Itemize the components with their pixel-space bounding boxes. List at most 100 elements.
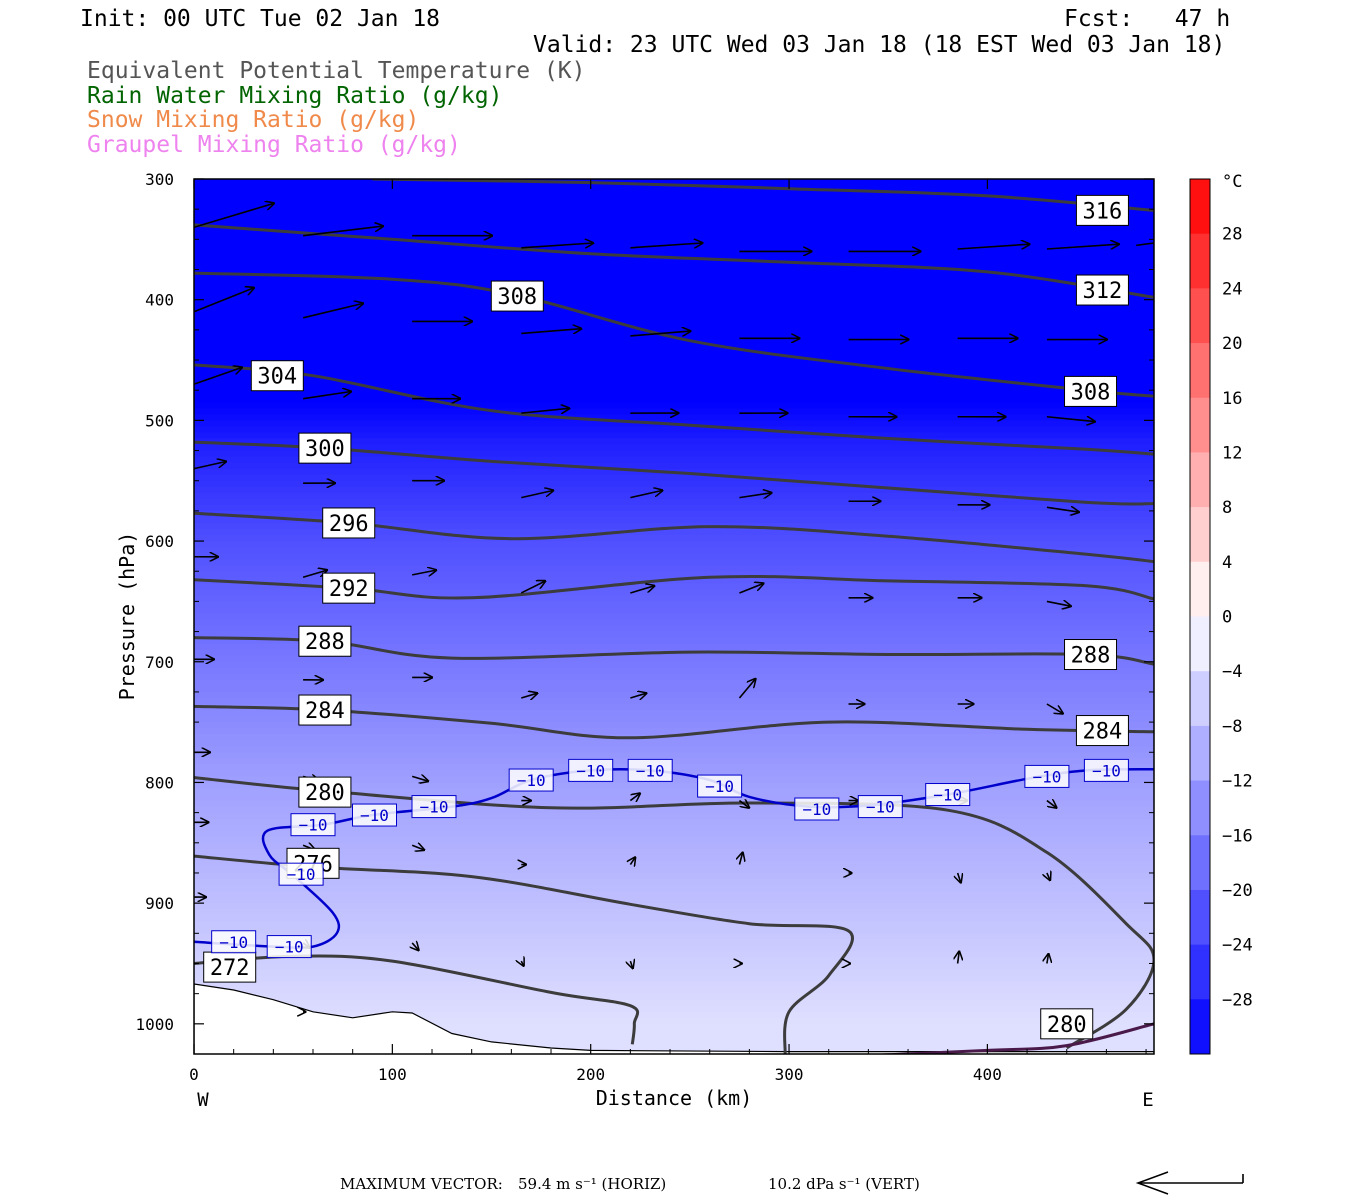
temp-band [194,872,1154,880]
temp-band [194,305,1154,313]
wind-vector [412,943,418,950]
theta-e-label: 284 [305,699,345,724]
wind-vector [630,490,662,499]
temp-band [194,951,1154,959]
colorbar-tick-label: −16 [1222,826,1253,846]
theta-e-label: 308 [1071,380,1111,405]
temp-band [194,939,1154,946]
theta-e-contour-280 [869,1022,1154,1054]
temp-band [194,782,1154,790]
wind-vector [630,693,646,698]
temp-band [194,347,1154,355]
wind-vector [302,303,363,319]
temp-band [194,1029,1154,1037]
temp-band [194,589,1154,596]
theta-e-label: 300 [305,437,345,462]
temperature-label-box [351,803,397,827]
temp-band [194,462,1154,470]
colorbar-swatch [1190,343,1210,399]
temp-band [194,848,1154,856]
wind-vector [412,570,436,575]
temp-band [194,341,1154,349]
temp-band [194,492,1154,500]
theta-e-contour-304 [194,363,1154,456]
temp-band [194,595,1154,603]
temperature-label: −10 [420,798,449,817]
temp-band [194,444,1154,452]
temperature-label: −10 [576,761,605,780]
colorbar-swatch [1190,288,1210,344]
colorbar-swatch [1190,452,1210,508]
wind-vector [521,490,553,499]
temp-band [194,613,1154,621]
colorbar-tick-label: 0 [1222,608,1232,628]
temp-band [194,854,1154,862]
temp-band [194,830,1154,838]
field-label-rain: Rain Water Mixing Ratio (g/kg) [87,83,503,109]
temp-band [194,311,1154,319]
colorbar-tick-label: −20 [1222,881,1253,901]
wind-vector [520,581,545,594]
temp-band [194,860,1154,868]
temp-band [194,1017,1154,1025]
temp-band [194,879,1154,886]
colorbar-tick-label: −12 [1222,772,1253,792]
temp-band [194,245,1154,253]
x-tick-label: 100 [378,1065,407,1084]
colorbar-tick-label: −24 [1222,936,1253,956]
temp-band [194,999,1154,1007]
temp-band [194,619,1154,627]
theta-e-label: 288 [305,630,345,655]
temp-band [194,697,1154,705]
reference-vector-arrow [1135,1171,1244,1195]
temp-band [194,396,1154,403]
temp-band [194,221,1154,228]
temp-band [194,673,1154,681]
temp-band [194,486,1154,494]
y-tick-label: 300 [145,170,174,189]
wind-vector [302,226,383,237]
wind-vector [1046,244,1119,250]
contour-labels: 316 312 308 308 304 300 296 292 288 288 284 284 280 2… [203,194,1129,1040]
valid-time: Valid: 23 UTC Wed 03 Jan 18 (18 EST Wed … [533,32,1226,58]
wind-vector [521,961,523,966]
theta-e-label-box [298,694,352,726]
temp-band [194,185,1154,192]
max-vector-label: MAXIMUM VECTOR: [340,1175,503,1193]
colorbar-tick-label: 8 [1222,498,1232,518]
colorbar-swatch [1190,671,1210,727]
west-label: W [197,1089,209,1111]
wind-vector [958,872,961,883]
temp-band [194,372,1154,379]
colorbar-swatch [1190,233,1210,289]
temp-band [194,317,1154,325]
temp-band [194,788,1154,796]
temp-band [194,179,1154,186]
colorbar-swatch [1190,889,1210,946]
colorbar-tick-label: 12 [1222,443,1242,463]
theta-e-label: 288 [1071,644,1111,669]
temp-band [194,891,1154,898]
temperature-label-box [411,795,457,819]
wind-vector [194,462,226,470]
colorbar-swatch [1190,835,1210,891]
y-tick-label: 800 [145,773,174,792]
colorbar-tick-label: 16 [1222,389,1242,409]
colorbar-tick-label: 20 [1222,334,1242,354]
temp-band [194,625,1154,633]
temp-band [194,408,1154,415]
theta-e-label: 312 [1083,279,1123,304]
temperature-label-box [266,935,312,959]
wind-vector [411,776,428,781]
colorbar-frame [1189,178,1211,1055]
axes: 300 400 500 600 700 800 900 1000 0 100 200 300 400 [135,170,1154,1084]
temp-band [194,203,1154,210]
field-label-graupel: Graupel Mixing Ratio (g/kg) [87,132,461,158]
theta-e-contour-276 [194,854,854,1054]
y-tick-label: 1000 [135,1015,174,1034]
theta-e-label-box [298,776,352,808]
temp-band [194,209,1154,216]
temp-band [194,758,1154,765]
temp-band [194,559,1154,566]
temp-band [194,522,1154,530]
